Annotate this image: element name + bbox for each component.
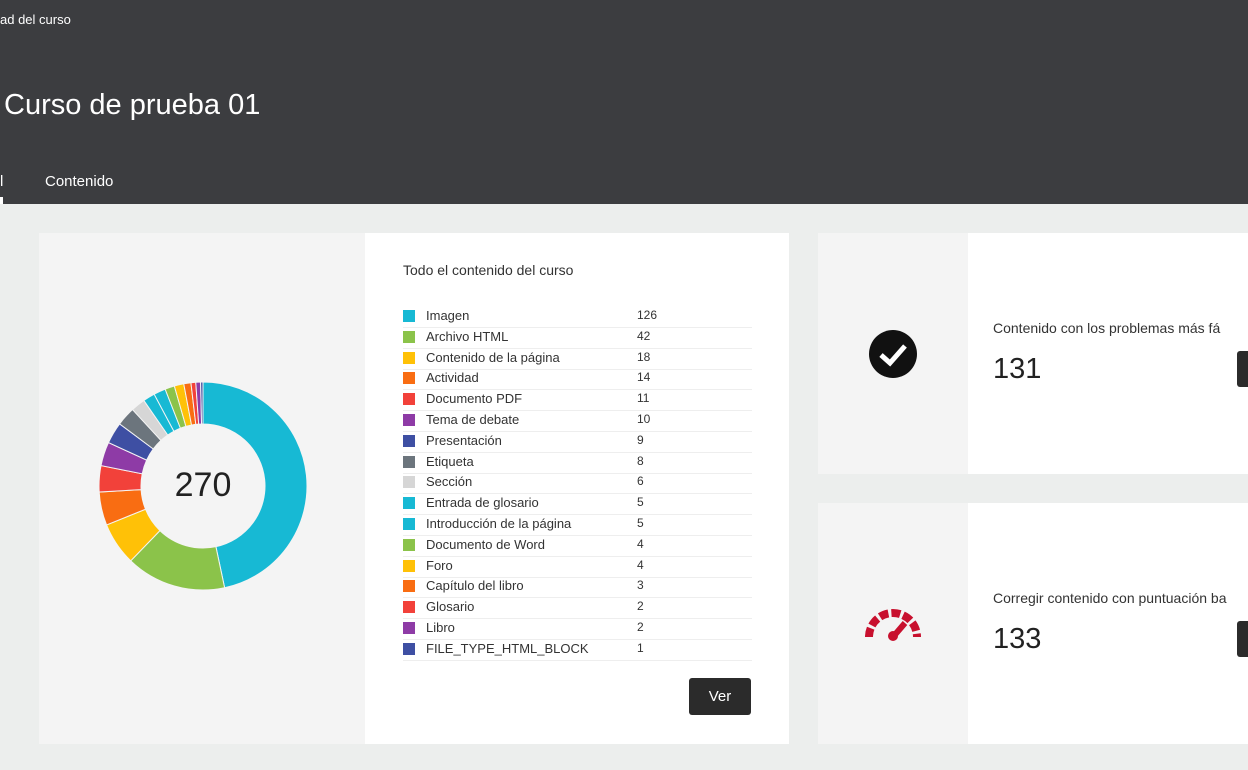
- legend-row: Presentación 9: [403, 432, 752, 453]
- donut-segment: [202, 381, 308, 589]
- stat-text: Contenido con los problemas más fá: [993, 320, 1221, 336]
- stat-button[interactable]: [1237, 621, 1248, 657]
- legend-label: FILE_TYPE_HTML_BLOCK: [426, 640, 589, 656]
- legend-swatch: [403, 538, 415, 551]
- legend-swatch: [403, 414, 415, 426]
- legend-swatch: [403, 622, 415, 634]
- legend-value: 9: [637, 432, 644, 447]
- legend-value: 3: [637, 578, 644, 593]
- legend-value: 14: [637, 370, 651, 385]
- view-button[interactable]: Ver: [689, 678, 751, 715]
- legend-swatch: [403, 455, 415, 468]
- legend-row: Contenido de la página 18: [403, 349, 752, 370]
- legend-row: Tema de debate 10: [403, 411, 752, 432]
- chart-panel: [39, 233, 365, 744]
- legend-swatch: [403, 310, 415, 322]
- stat-text: Corregir contenido con puntuación ba: [993, 590, 1227, 606]
- legend-value: 11: [637, 391, 650, 406]
- legend-value: 18: [637, 349, 651, 364]
- legend-row: Actividad 14: [403, 369, 752, 391]
- legend-label: Documento PDF: [426, 391, 523, 407]
- legend-value: 1: [637, 640, 644, 655]
- gauge-icon: [865, 609, 921, 641]
- course-title: Curso de prueba 01: [4, 89, 261, 121]
- legend-value: 6: [637, 474, 644, 489]
- legend-swatch: [403, 580, 415, 593]
- legend-value: 10: [637, 412, 651, 426]
- legend-row: Sección 6: [403, 473, 752, 495]
- legend-swatch: [403, 372, 415, 385]
- legend-row: Imagen 126: [403, 307, 752, 328]
- legend-swatch: [403, 330, 415, 343]
- legend-label: Capítulo del libro: [426, 578, 524, 594]
- legend-label: Archivo HTML: [426, 328, 509, 344]
- legend-label: Sección: [426, 474, 473, 490]
- legend-label: Foro: [426, 557, 453, 573]
- legend-row: Entrada de glosario 5: [403, 494, 752, 516]
- legend-label: Imagen: [426, 308, 470, 323]
- legend-value: 2: [637, 620, 644, 634]
- donut-chart: 270: [98, 381, 308, 591]
- legend-label: Etiqueta: [426, 453, 474, 469]
- tab[interactable]: l: [0, 173, 4, 190]
- legend-row: Introducción de la página 5: [403, 515, 752, 536]
- legend-label: Presentación: [426, 432, 502, 448]
- donut-segment: [200, 381, 204, 425]
- legend-swatch: [403, 434, 415, 447]
- legend-row: Glosario 2: [403, 598, 752, 620]
- legend-row: Libro 2: [403, 619, 752, 640]
- stat-card: Contenido con los problemas más fá 131: [818, 233, 1248, 474]
- legend-value: 2: [637, 599, 644, 614]
- legend-swatch: [403, 601, 415, 614]
- legend-value: 4: [637, 536, 644, 551]
- legend-row: Foro 4: [403, 557, 752, 578]
- legend-value: 5: [637, 495, 644, 510]
- legend-swatch: [403, 351, 415, 364]
- check-icon: [869, 330, 917, 378]
- stat-card: Corregir contenido con puntuación ba 133: [818, 503, 1248, 744]
- legend-swatch: [403, 642, 415, 655]
- legend-value: 5: [637, 516, 644, 530]
- breadcrumb[interactable]: ad del curso: [0, 12, 71, 27]
- legend-swatch: [403, 497, 415, 510]
- card-title: Todo el contenido del curso: [403, 262, 574, 278]
- legend-label: Tema de debate: [426, 412, 520, 427]
- stat-button[interactable]: [1237, 351, 1248, 387]
- legend-label: Libro: [426, 620, 455, 635]
- legend-row: Documento PDF 11: [403, 390, 752, 412]
- tab[interactable]: Contenido: [45, 173, 114, 190]
- tab-underline: [0, 197, 3, 204]
- legend-swatch: [403, 518, 415, 530]
- legend-value: 8: [637, 453, 644, 468]
- legend-row: Capítulo del libro 3: [403, 577, 752, 599]
- stat-number: 133: [993, 623, 1042, 655]
- legend-label: Introducción de la página: [426, 516, 572, 531]
- legend-value: 42: [637, 328, 651, 343]
- legend-row: FILE_TYPE_HTML_BLOCK 1: [403, 640, 752, 661]
- legend-label: Documento de Word: [426, 536, 545, 552]
- legend-label: Entrada de glosario: [426, 495, 539, 511]
- legend-swatch: [403, 476, 415, 489]
- legend-value: 126: [637, 308, 658, 322]
- legend-label: Contenido de la página: [426, 349, 560, 365]
- legend-value: 4: [637, 557, 644, 572]
- legend-row: Etiqueta 8: [403, 453, 752, 474]
- header: ad del curso Curso de prueba 01 l Conten…: [0, 0, 1248, 204]
- total: 270: [175, 466, 232, 504]
- legend-label: Actividad: [426, 370, 479, 386]
- legend-row: Documento de Word 4: [403, 536, 752, 557]
- stat-number: 131: [993, 353, 1042, 385]
- legend-swatch: [403, 559, 415, 572]
- legend-swatch: [403, 393, 415, 406]
- icon-panel: [818, 503, 968, 744]
- legend-row: Archivo HTML 42: [403, 328, 752, 349]
- legend-label: Glosario: [426, 599, 475, 615]
